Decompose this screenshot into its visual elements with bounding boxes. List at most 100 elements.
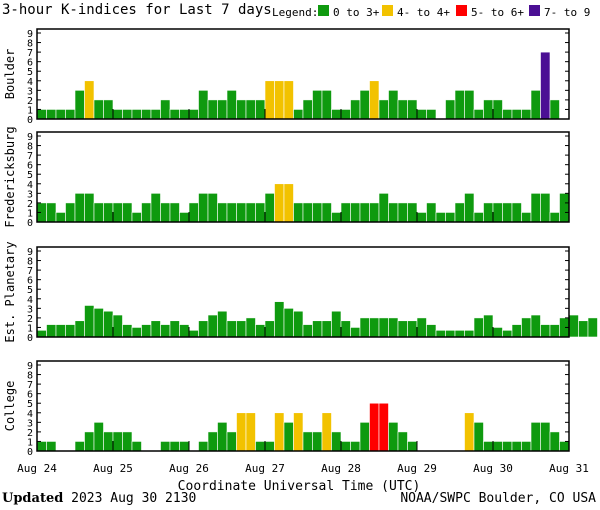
bar-college (369, 402, 380, 452)
bar-fredericksburg (312, 202, 323, 223)
x-tick-label: Aug 31 (549, 462, 589, 475)
bar-college (46, 441, 57, 452)
bar-college (207, 431, 218, 452)
bar-boulder (198, 90, 209, 120)
bar-fredericksburg (369, 202, 380, 223)
y-tick-label: 4 (27, 180, 33, 191)
bar-est-planetary (483, 314, 494, 338)
bar-boulder (530, 90, 541, 120)
bar-fredericksburg (483, 202, 494, 223)
bar-fredericksburg (179, 212, 190, 223)
bar-college (131, 441, 142, 452)
bar-est-planetary (578, 320, 589, 338)
bar-college (103, 431, 114, 452)
legend-label-7-to-9: 7- to 9 (544, 6, 590, 19)
bar-est-planetary (179, 324, 190, 338)
bar-college (226, 431, 237, 452)
y-tick-label: 0 (27, 115, 33, 126)
bar-college (74, 441, 85, 452)
bar-est-planetary (226, 320, 237, 338)
bar-college (169, 441, 180, 452)
y-tick-label: 9 (27, 247, 33, 258)
bar-est-planetary (55, 324, 66, 338)
bar-college (530, 422, 541, 452)
bar-college (549, 431, 560, 452)
panel-label-fredericksburg: Fredericksburg (3, 126, 17, 227)
y-tick-label: 9 (27, 361, 33, 372)
bar-fredericksburg (160, 202, 171, 223)
bar-fredericksburg (378, 193, 389, 223)
bar-est-planetary (264, 320, 275, 338)
bar-est-planetary (426, 324, 437, 338)
bar-fredericksburg (388, 202, 399, 223)
y-tick-label: 0 (27, 447, 33, 458)
legend-label-0-to-3: 0 to 3+ (333, 6, 380, 19)
bar-college (388, 422, 399, 452)
bar-est-planetary (521, 317, 532, 338)
y-tick-label: 9 (27, 29, 33, 40)
bar-est-planetary (350, 327, 361, 338)
bar-fredericksburg (198, 193, 209, 223)
bar-est-planetary (112, 314, 123, 338)
y-tick-label: 2 (27, 428, 33, 439)
bar-fredericksburg (559, 193, 570, 223)
bar-est-planetary (511, 324, 522, 338)
bar-fredericksburg (426, 202, 437, 223)
bar-fredericksburg (502, 202, 513, 223)
bar-college (521, 441, 532, 452)
legend: Legend: 0 to 3+ 4- to 4+ 5- to 6+ 7- to 9 (272, 5, 590, 19)
y-tick-label: 3 (27, 304, 33, 315)
y-tick-label: 2 (27, 199, 33, 210)
bar-est-planetary (312, 320, 323, 338)
y-tick-label: 8 (27, 371, 33, 382)
x-axis-ticks: Aug 24 Aug 25 Aug 26 Aug 27 Aug 28 Aug 29 Aug … (17, 462, 589, 475)
bar-est-planetary (369, 317, 380, 338)
bar-boulder (103, 99, 114, 120)
bar-est-planetary (540, 324, 551, 338)
bar-college (502, 441, 513, 452)
bar-boulder (321, 90, 332, 120)
bar-college (397, 431, 408, 452)
bar-fredericksburg (397, 202, 408, 223)
x-tick-label: Aug 28 (321, 462, 361, 475)
bar-fredericksburg (236, 202, 247, 223)
bar-boulder (55, 109, 66, 120)
bar-boulder (473, 109, 484, 120)
y-tick-label: 7 (27, 48, 33, 59)
panels: 0123456789Boulder0123456789Fredericksbur… (3, 28, 598, 458)
bar-est-planetary (131, 327, 142, 338)
legend-swatch-7-to-9 (529, 5, 540, 16)
bar-boulder (511, 109, 522, 120)
bar-fredericksburg (340, 202, 351, 223)
bar-college (255, 441, 266, 452)
y-tick-label: 1 (27, 437, 33, 448)
bar-boulder (179, 109, 190, 120)
bar-fredericksburg (65, 202, 76, 223)
bar-college (559, 441, 570, 452)
bar-college (350, 441, 361, 452)
x-tick-label: Aug 24 (17, 462, 57, 475)
bar-college (293, 412, 304, 452)
bar-fredericksburg (492, 202, 503, 223)
bar-est-planetary (378, 317, 389, 338)
bar-est-planetary (46, 324, 57, 338)
bar-boulder (521, 109, 532, 120)
bar-est-planetary (160, 324, 171, 338)
bar-fredericksburg (283, 183, 294, 223)
x-tick-label: Aug 30 (473, 462, 513, 475)
bar-boulder (160, 99, 171, 120)
bar-college (331, 431, 342, 452)
y-tick-label: 7 (27, 380, 33, 391)
bar-fredericksburg (302, 202, 313, 223)
bar-college (302, 431, 313, 452)
bar-est-planetary (331, 310, 342, 338)
bar-fredericksburg (188, 202, 199, 223)
panel-label-boulder: Boulder (3, 49, 17, 100)
bar-fredericksburg (350, 202, 361, 223)
bar-boulder (416, 109, 427, 120)
bar-college (93, 422, 104, 452)
y-tick-label: 5 (27, 285, 33, 296)
bar-college (264, 441, 275, 452)
